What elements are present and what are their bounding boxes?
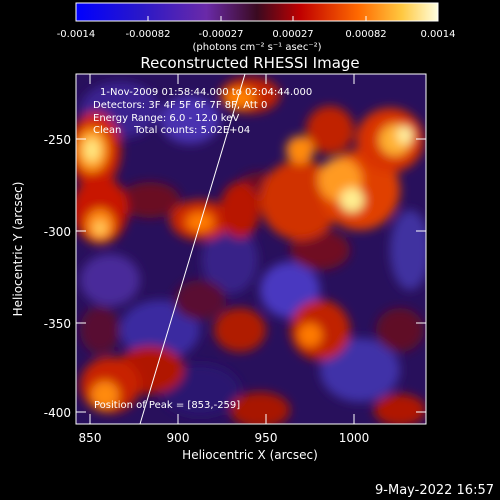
- colorbar-tick-label: -0.0014: [57, 29, 96, 40]
- plot-frame: [75, 73, 427, 425]
- colorbar: -0.0014 -0.00082 -0.00027 0.00027 0.0008…: [57, 2, 456, 53]
- y-axis: [76, 138, 426, 413]
- rhessi-map-image: [76, 74, 426, 424]
- y-tick-label: -250: [44, 133, 71, 147]
- y-tick-label: -350: [44, 317, 71, 331]
- plot-title: Reconstructed RHESSI Image: [140, 54, 359, 72]
- x-tick-label: 900: [167, 431, 190, 445]
- colorbar-tick-label: 0.00027: [272, 29, 313, 40]
- detectors-annotation: Detectors: 3F 4F 5F 6F 7F 8F, Att 0: [93, 100, 267, 111]
- colorbar-tick-label: -0.00027: [199, 29, 244, 40]
- colorbar-ticks: [75, 16, 439, 21]
- footer-date: 9-May-2022 16:57: [375, 483, 494, 498]
- x-axis-label: Heliocentric X (arcsec): [182, 448, 318, 462]
- x-tick-label: 850: [79, 431, 102, 445]
- x-tick-label: 1000: [339, 431, 370, 445]
- solar-limb-line: [139, 74, 246, 424]
- clean-counts-annotation: Clean Total counts: 5.02E+04: [93, 125, 250, 136]
- colorbar-tick-label: 0.00082: [345, 29, 386, 40]
- y-tick-label: -300: [44, 225, 71, 239]
- colorbar-unit-label: (photons cm⁻² s⁻¹ asec⁻²): [192, 42, 321, 53]
- y-axis-label: Heliocentric Y (arcsec): [11, 182, 25, 317]
- y-tick-label: -400: [44, 406, 71, 420]
- x-tick-label: 950: [255, 431, 278, 445]
- colorbar-gradient: [75, 2, 439, 22]
- energy-range-annotation: Energy Range: 6.0 - 12.0 keV: [93, 113, 239, 124]
- colorbar-tick-label: 0.0014: [421, 29, 456, 40]
- x-axis: [89, 74, 355, 424]
- colorbar-tick-label: -0.00082: [126, 29, 171, 40]
- time-range-annotation: 1-Nov-2009 01:58:44.000 to 02:04:44.000: [100, 87, 312, 98]
- peak-position-annotation: Position of Peak = [853,-259]: [94, 400, 240, 411]
